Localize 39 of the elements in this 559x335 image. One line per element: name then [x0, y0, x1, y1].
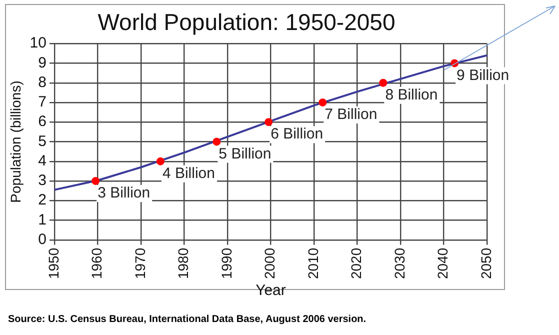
annotation: 8 Billion: [385, 86, 438, 104]
y-tick-label: 7: [38, 94, 46, 111]
x-tick-label: 1990: [218, 248, 234, 280]
y-axis-title: Population (billions): [7, 80, 24, 203]
x-tick-label: 1960: [88, 248, 105, 280]
annotation: 5 Billion: [218, 145, 272, 162]
point: [212, 138, 221, 146]
x-tick-label: 1980: [175, 248, 192, 280]
annotation: 9 Billion: [456, 66, 510, 84]
point: [379, 78, 388, 87]
y-tick-label: 9: [38, 54, 46, 72]
x-axis-title: Year: [256, 282, 286, 300]
x-tick-label: 1950: [45, 248, 62, 280]
x-tick-label: 2050: [478, 248, 494, 280]
annotation: 7 Billion: [324, 106, 378, 124]
x-tick-label: 2040: [434, 248, 451, 280]
y-tick-label: 4: [38, 152, 46, 170]
annotation: 3 Billion: [98, 184, 150, 202]
x-tick-label: 2010: [304, 248, 321, 280]
point: [92, 176, 100, 185]
annotation: 6 Billion: [270, 126, 324, 143]
x-tick-label: 2000: [262, 248, 278, 280]
x-tick-label: 2030: [391, 248, 408, 280]
y-tick-label: 0: [38, 230, 46, 248]
y-tick-label: 5: [38, 132, 46, 150]
y-tick-label: 1: [38, 211, 46, 228]
point: [318, 98, 327, 106]
y-tick-label: 3: [38, 172, 46, 190]
chart-title: World Population: 1950-2050: [98, 9, 396, 36]
y-tick-label: 2: [38, 192, 46, 209]
x-tick-label: 2020: [348, 248, 364, 280]
x-tick-label: 1970: [132, 248, 148, 280]
y-tick-label: 6: [38, 113, 46, 130]
y-tick-label: 10: [30, 34, 46, 52]
annotation: 4 Billion: [162, 164, 215, 182]
point: [264, 118, 273, 126]
source-note: Source: U.S. Census Bureau, International Data Base, August 2006 version.: [8, 314, 366, 325]
point: [156, 157, 164, 166]
y-tick-label: 8: [38, 74, 46, 91]
